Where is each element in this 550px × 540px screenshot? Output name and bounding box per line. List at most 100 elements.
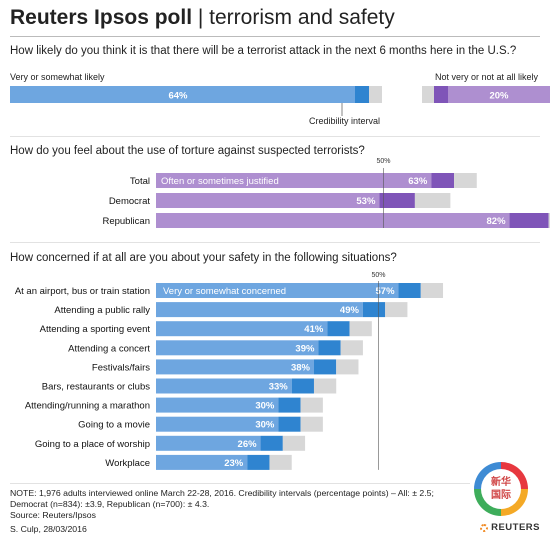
section-divider-1	[10, 136, 540, 137]
unlikely-ci-band	[422, 86, 434, 103]
safety-bar	[156, 454, 248, 470]
question-3: How concerned if at all are you about yo…	[10, 252, 397, 264]
safety-category-label: Going to a movie	[78, 420, 150, 431]
safety-bar	[156, 435, 261, 451]
footer-note-2: Democrat (n=834): ±3.9, Republican (n=70…	[10, 499, 210, 509]
safety-value-label: 23%	[224, 458, 244, 469]
safety-ci-band	[385, 302, 408, 318]
likely-label: Very or somewhat likely	[10, 72, 105, 82]
torture-ci-band	[414, 193, 451, 208]
torture-ci-mark	[509, 213, 549, 228]
safety-ci-mark	[327, 321, 350, 337]
footer-divider	[10, 483, 470, 484]
safety-bar	[156, 378, 292, 394]
torture-category-label: Democrat	[109, 196, 151, 207]
safety-category-label: Attending a concert	[68, 343, 150, 354]
safety-ci-band	[282, 435, 306, 451]
safety-bar	[156, 302, 363, 318]
safety-bar	[156, 359, 314, 375]
reuters-logo: REUTERS	[480, 522, 540, 533]
safety-ci-mark	[247, 454, 270, 470]
safety-ci-mark	[318, 340, 341, 356]
safety-value-label: 38%	[291, 362, 311, 373]
safety-ci-mark	[398, 283, 421, 298]
credibility-interval-label: Credibility interval	[309, 116, 381, 126]
safety-category-label: At an airport, bus or train station	[15, 286, 150, 297]
likely-value-label: 64%	[168, 91, 188, 102]
safety-ci-mark	[260, 435, 283, 451]
watermark-line-2: 国际	[491, 490, 511, 501]
safety-value-label: 30%	[255, 401, 275, 412]
unlikely-ci-mark	[434, 86, 448, 103]
safety-value-label: 26%	[238, 439, 258, 450]
safety-ci-mark	[278, 416, 301, 432]
question-2: How do you feel about the use of torture…	[10, 145, 365, 157]
safety-value-label: 49%	[340, 305, 360, 316]
torture-category-label: Total	[130, 176, 150, 187]
safety-ci-band	[313, 378, 337, 394]
page-title: Reuters Ipsos poll | terrorism and safet…	[10, 6, 395, 30]
unlikely-bar	[448, 86, 550, 103]
safety-category-label: Festivals/fairs	[92, 362, 150, 373]
unlikely-label: Not very or not at all likely	[434, 72, 538, 82]
torture-bar	[156, 193, 380, 208]
safety-bar	[156, 397, 279, 413]
safety-bar	[156, 283, 399, 298]
safety-category-label: Attending a public rally	[54, 305, 150, 316]
safety-ci-band	[349, 321, 372, 337]
safety-value-label: 30%	[255, 420, 275, 431]
watermark-line-1: 新华	[491, 477, 511, 488]
safety-bar	[156, 340, 319, 356]
torture-ci-band	[454, 173, 477, 188]
reuters-dot-icon	[480, 524, 489, 532]
safety-value-label: 39%	[295, 343, 315, 354]
safety-ci-band	[340, 340, 363, 356]
safety-ci-mark	[313, 359, 337, 375]
safety-ci-band	[336, 359, 359, 375]
torture-ci-band	[548, 213, 550, 228]
safety-category-label: Workplace	[105, 458, 150, 469]
likely-ci-band	[369, 86, 382, 103]
footer-note-1: NOTE: 1,976 adults interviewed online Ma…	[10, 488, 434, 498]
reuters-logo-text: REUTERS	[491, 522, 540, 533]
torture-category-label: Republican	[102, 216, 150, 227]
safety-bar	[156, 416, 279, 432]
safety-ci-mark	[278, 397, 301, 413]
title-rule	[10, 36, 540, 37]
footer-source: Source: Reuters/Ipsos	[10, 510, 96, 520]
torture-ci-mark	[431, 173, 455, 188]
likely-bar	[10, 86, 355, 103]
title-bold: Reuters Ipsos poll	[10, 6, 193, 29]
safety-category-label: Attending/running a marathon	[25, 401, 150, 412]
safety-ci-mark	[362, 302, 386, 318]
unlikely-value-label: 20%	[489, 91, 509, 102]
safety-ci-band	[269, 454, 292, 470]
safety-ci-band	[300, 397, 323, 413]
safety-50-label: 50%	[371, 272, 385, 279]
safety-category-label: Bars, restaurants or clubs	[42, 382, 150, 393]
title-subtitle: | terrorism and safety	[192, 6, 395, 29]
watermark-logo: 新华 国际	[474, 462, 528, 516]
safety-value-label: 41%	[304, 324, 324, 335]
torture-50-label: 50%	[376, 158, 390, 165]
torture-bar	[156, 173, 432, 188]
safety-value-label: 57%	[376, 286, 396, 297]
torture-ci-mark	[379, 193, 415, 208]
safety-category-label: Attending a sporting event	[40, 324, 151, 335]
footer-credit: S. Culp, 28/03/2016	[10, 524, 87, 534]
safety-series-label: Very or somewhat concerned	[163, 286, 286, 297]
safety-ci-band	[420, 283, 444, 298]
torture-value-label: 82%	[487, 216, 507, 227]
safety-bar	[156, 321, 328, 337]
torture-value-label: 53%	[356, 196, 376, 207]
safety-value-label: 33%	[269, 382, 289, 393]
section-divider-2	[10, 242, 540, 243]
question-1: How likely do you think it is that there…	[10, 45, 517, 57]
safety-ci-mark	[291, 378, 314, 394]
likely-ci-mark	[355, 86, 369, 103]
safety-category-label: Going to a place of worship	[35, 439, 150, 450]
torture-series-label: Often or sometimes justified	[161, 176, 279, 187]
safety-ci-band	[300, 416, 323, 432]
torture-value-label: 63%	[408, 176, 428, 187]
